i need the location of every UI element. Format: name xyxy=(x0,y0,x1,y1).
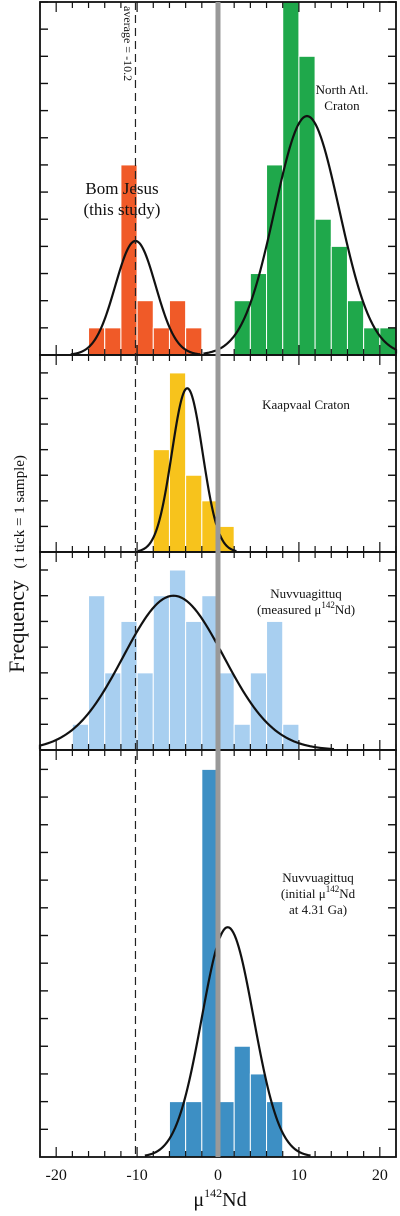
average-label-group: average = -10.2 xyxy=(121,6,135,81)
histogram-bar xyxy=(330,245,348,356)
panel-label-line: Bom Jesus xyxy=(85,179,158,198)
x-tick-label: -10 xyxy=(126,1167,147,1184)
histogram-bar xyxy=(346,300,365,356)
histogram-bar xyxy=(136,300,154,356)
histogram-bar xyxy=(282,1,300,356)
panel-label-line: (this study) xyxy=(84,200,161,219)
panel-label: Nuvvuagittuq (initial μ142Nd at 4.31 Ga) xyxy=(281,870,356,917)
y-axis-label-group: Frequency (1 tick = 1 sample) xyxy=(4,455,29,673)
histogram-bar xyxy=(185,474,203,553)
panel-label-line: Nd) xyxy=(335,602,355,617)
histogram-bar xyxy=(185,620,203,751)
chart-1: North Atl. Craton xyxy=(203,1,398,356)
chart-4: Nuvvuagittuq (initial μ142Nd at 4.31 Ga) xyxy=(144,768,356,1158)
y-axis-label: Frequency xyxy=(4,580,29,673)
gaussian-fit-curve xyxy=(144,926,311,1157)
x-axis-label-sup: 142 xyxy=(204,1186,222,1200)
gaussian-fit-curve xyxy=(203,114,398,355)
panel-label-line: (measured μ xyxy=(257,602,321,617)
histogram-bar xyxy=(168,1101,187,1158)
histogram-bar xyxy=(379,327,397,356)
histogram-bar xyxy=(88,595,106,751)
histogram-bar xyxy=(298,55,316,356)
y-axis-note: (1 tick = 1 sample) xyxy=(12,455,28,568)
chart-0: Bom Jesus (this study) xyxy=(70,164,203,356)
panel-label-line: at 4.31 Ga) xyxy=(289,902,347,917)
panel-label-line: (initial μ xyxy=(281,886,326,901)
histogram-bar xyxy=(136,672,154,751)
histogram-bar xyxy=(249,273,268,356)
average-label: average = -10.2 xyxy=(121,6,135,81)
histogram-bar xyxy=(233,1045,251,1158)
panel-label-line: Nuvvuagittuq xyxy=(270,586,342,601)
histogram-bar xyxy=(152,595,170,751)
panel-label-line: Craton xyxy=(324,98,360,113)
histogram-bar xyxy=(314,218,332,356)
histogram-bar xyxy=(104,327,122,356)
histogram-bar xyxy=(249,672,268,751)
panel-label-line: North Atl. xyxy=(316,82,369,97)
x-axis-label-mu: μ xyxy=(193,1189,204,1211)
histogram-bar xyxy=(88,327,106,356)
x-axis-ticks: -20 -10 0 10 20 xyxy=(46,1167,388,1184)
x-tick-label: 0 xyxy=(214,1167,222,1184)
svg-text:Frequency (1 tick = 1 sa: Frequency (1 tick = 1 sample) xyxy=(4,455,29,673)
panel-label: North Atl. Craton xyxy=(316,82,369,113)
chart-3: Nuvvuagittuq (measured μ142Nd) xyxy=(38,569,355,751)
x-tick-label: -20 xyxy=(46,1167,67,1184)
x-tick-label: 20 xyxy=(372,1167,388,1184)
histogram-bar xyxy=(120,620,138,751)
panel-label: Nuvvuagittuq (measured μ142Nd) xyxy=(257,586,355,617)
x-axis-label: μ142Nd xyxy=(193,1186,246,1211)
panel-label-line: Nd xyxy=(339,886,355,901)
panel-label: Kaapvaal Craton xyxy=(262,397,350,412)
histogram-bar xyxy=(152,327,170,356)
panel-label: Bom Jesus (this study) xyxy=(84,179,161,219)
panel-label-line: Nuvvuagittuq xyxy=(282,870,354,885)
histogram-bar xyxy=(168,372,187,553)
histogram-bar xyxy=(233,723,251,751)
x-axis-label-nd: Nd xyxy=(222,1189,246,1211)
x-tick-label: 10 xyxy=(291,1167,307,1184)
panels: Bom Jesus (this study) North Atl. Craton Kaa… xyxy=(38,1,398,1158)
histogram-bar xyxy=(266,164,284,356)
chart-2: Kaapvaal Craton xyxy=(137,372,350,553)
histogram-bar xyxy=(249,1073,268,1158)
panel-label-line: Kaapvaal Craton xyxy=(262,397,350,412)
histogram-bar xyxy=(152,449,170,553)
panel-label-sup: 142 xyxy=(321,600,335,610)
histogram-bar xyxy=(185,1101,203,1158)
panel-label-sup: 142 xyxy=(326,884,340,894)
gaussian-fit-curve xyxy=(38,594,335,751)
